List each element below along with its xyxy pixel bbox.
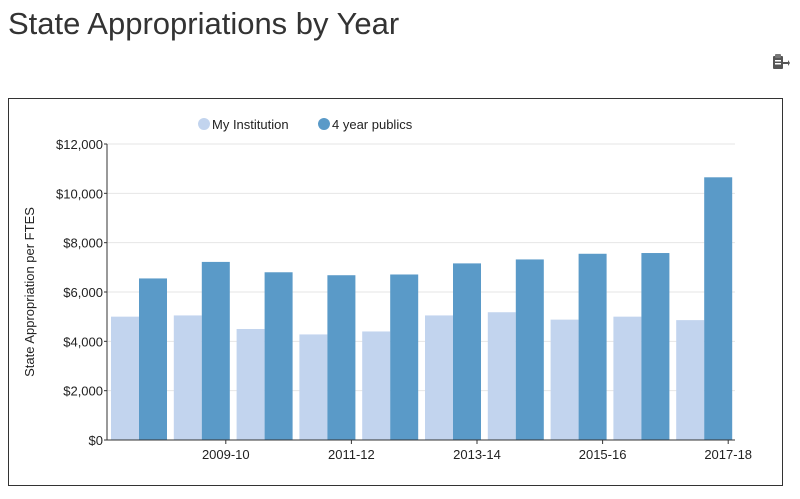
y-tick-label: $8,000 (63, 236, 103, 251)
bar-chart: My Institution 4 year publics $0 $2,000 $4,… (22, 117, 752, 462)
legend-swatch (318, 118, 330, 130)
legend-swatch (198, 118, 210, 130)
chart-container: My Institution 4 year publics $0 $2,000 $4,… (8, 98, 783, 486)
bar-4-year-publics[interactable] (139, 278, 167, 440)
x-tick-label: 2015-16 (579, 447, 627, 462)
y-tick-label: $6,000 (63, 285, 103, 300)
page-title: State Appropriations by Year (8, 6, 400, 41)
bar-my-institution[interactable] (362, 331, 391, 440)
bar-my-institution[interactable] (676, 320, 705, 440)
y-axis-label: State Appropriation per FTES (22, 207, 37, 377)
bar-my-institution[interactable] (299, 334, 328, 440)
bar-4-year-publics[interactable] (578, 253, 607, 440)
legend-label[interactable]: 4 year publics (332, 117, 413, 132)
y-tick-label: $12,000 (56, 137, 103, 152)
bar-my-institution[interactable] (173, 315, 202, 440)
clipboard-export-icon (773, 54, 790, 69)
bar-my-institution[interactable] (487, 312, 516, 440)
y-tick-label: $2,000 (63, 384, 103, 399)
legend-label[interactable]: My Institution (212, 117, 289, 132)
y-tick-label: $0 (89, 433, 103, 448)
x-tick-label: 2013-14 (453, 447, 501, 462)
bar-4-year-publics[interactable] (390, 274, 419, 440)
bar-4-year-publics[interactable] (704, 177, 733, 441)
legend: My Institution 4 year publics (198, 117, 413, 132)
axes: $0 $2,000 $4,000 $6,000 $8,000 $10,000 $12,000… (56, 137, 752, 462)
bar-my-institution[interactable] (550, 319, 579, 440)
export-button[interactable] (770, 52, 790, 72)
bar-my-institution[interactable] (613, 316, 642, 440)
bar-4-year-publics[interactable] (453, 263, 481, 440)
bar-4-year-publics[interactable] (264, 272, 293, 440)
y-tick-label: $10,000 (56, 186, 103, 201)
bar-4-year-publics[interactable] (327, 275, 356, 440)
bar-4-year-publics[interactable] (515, 259, 544, 440)
x-tick-label: 2017-18 (704, 447, 752, 462)
bar-my-institution[interactable] (236, 329, 265, 440)
bar-my-institution[interactable] (111, 316, 139, 440)
x-tick-label: 2009-10 (202, 447, 250, 462)
bar-4-year-publics[interactable] (201, 261, 230, 440)
bars (111, 177, 733, 441)
bar-4-year-publics[interactable] (641, 253, 670, 440)
y-tick-label: $4,000 (63, 334, 103, 349)
bar-my-institution[interactable] (425, 315, 453, 440)
x-tick-label: 2011-12 (328, 447, 375, 462)
